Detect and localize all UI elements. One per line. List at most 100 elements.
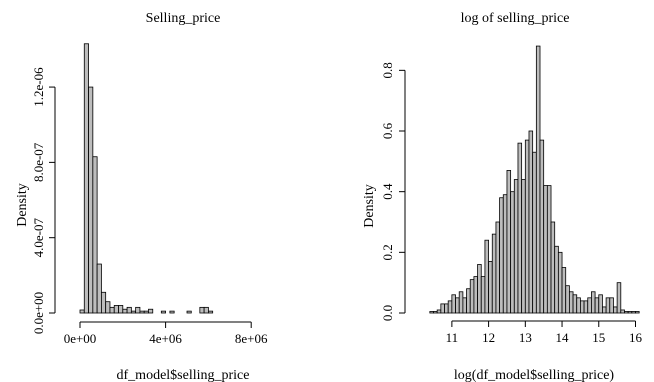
left-histogram-bar <box>113 305 119 314</box>
right-histogram-bar <box>576 297 581 314</box>
right-histogram-bar <box>602 306 607 314</box>
left-histogram-bar <box>135 306 141 314</box>
right-histogram-bar <box>616 282 622 314</box>
right-histogram-bar <box>572 294 578 314</box>
right-histogram-bar <box>510 191 515 314</box>
left-histogram-bar <box>101 291 107 314</box>
right-histogram-bar <box>458 291 464 314</box>
right-x-tick-label: 14 <box>556 330 570 345</box>
right-histogram-bar <box>635 311 640 314</box>
right-histogram-bar <box>462 297 467 314</box>
right-histogram-bar <box>565 285 570 314</box>
left-histogram-bar <box>148 308 154 314</box>
right-histogram-bar <box>613 306 618 314</box>
right-x-tick-label: 11 <box>446 330 459 345</box>
right-histogram-bar <box>480 276 486 314</box>
right-axes: 11 12 13 14 15 16 0.0 0.2 0.4 0.6 0.8 <box>380 62 642 345</box>
right-histogram-bar <box>495 221 501 314</box>
left-x-tick-label: 8e+06 <box>235 331 268 346</box>
right-histogram-bar <box>521 179 526 314</box>
left-x-tick-label: 0e+00 <box>64 331 97 346</box>
right-histogram-bar <box>429 311 434 314</box>
right-histogram-bar <box>624 311 629 314</box>
right-y-axis-label: Density <box>362 184 377 228</box>
left-histogram-bar <box>203 306 209 314</box>
left-histogram-bar <box>83 43 89 314</box>
left-histogram-bar <box>130 310 137 314</box>
left-histogram-bar <box>139 310 145 314</box>
right-histogram-bar <box>631 311 636 314</box>
right-x-tick-label: 15 <box>592 330 605 345</box>
left-y-tick-label: 8.0e-07 <box>31 142 46 182</box>
right-histogram-bar <box>609 297 614 314</box>
right-panel: log of selling_price log(df_model$sellin… <box>362 11 642 382</box>
right-histogram-bar <box>488 261 493 314</box>
right-histogram-bar <box>605 297 611 314</box>
left-histogram-bar <box>160 310 167 314</box>
left-y-tick-label: 0.0e+00 <box>31 292 46 334</box>
left-histogram-bar <box>169 310 175 314</box>
right-histogram-bar <box>484 239 489 314</box>
right-bars <box>429 45 640 314</box>
right-x-tick-label: 13 <box>519 330 532 345</box>
right-y-tick-label: 0.6 <box>380 122 395 139</box>
right-histogram-bar <box>587 297 592 314</box>
right-histogram-bar <box>502 194 508 314</box>
left-histogram-bar <box>79 309 85 314</box>
right-histogram-bar <box>528 130 534 314</box>
left-x-tick-label: 4e+06 <box>149 331 182 346</box>
right-histogram-bar <box>535 45 541 314</box>
left-x-axis-label: df_model$selling_price <box>117 368 250 382</box>
right-histogram-bar <box>550 221 556 314</box>
right-histogram-bar <box>554 245 559 314</box>
left-y-axis-label: Density <box>15 183 30 227</box>
right-histogram-bar <box>568 291 574 314</box>
left-histogram-bar <box>96 263 102 314</box>
right-y-tick-label: 0.2 <box>380 244 395 260</box>
right-y-tick-label: 0.8 <box>380 62 395 78</box>
left-y-tick-label: 1.2e-06 <box>31 67 46 107</box>
right-histogram-bar <box>557 251 563 314</box>
right-y-tick-label: 0.0 <box>380 305 395 321</box>
left-histogram-bar <box>186 310 192 314</box>
left-histogram-bar <box>109 306 115 314</box>
left-histogram-bar <box>207 310 214 314</box>
right-histogram-bar <box>561 267 567 314</box>
right-histogram-bar <box>543 185 548 314</box>
right-histogram-bar <box>444 303 449 314</box>
right-histogram-bar <box>469 279 475 314</box>
right-x-tick-label: 12 <box>482 330 495 345</box>
left-y-tick-label: 4.0e-07 <box>31 218 46 258</box>
right-histogram-bar <box>580 300 585 314</box>
left-histogram-bar <box>118 305 124 314</box>
right-histogram-bar <box>436 309 442 314</box>
right-histogram-bar <box>591 291 596 314</box>
right-x-tick-label: 16 <box>629 330 643 345</box>
right-histogram-bar <box>491 233 497 314</box>
right-histogram-bar <box>447 300 453 314</box>
right-histogram-bar <box>499 197 504 314</box>
right-histogram-bar <box>440 303 445 314</box>
right-histogram-bar <box>513 179 519 314</box>
right-histogram-bar <box>433 311 438 314</box>
left-chart-title: Selling_price <box>146 11 221 26</box>
right-histogram-bar <box>620 309 625 314</box>
right-histogram-bar <box>546 185 552 314</box>
right-histogram-bar <box>506 170 512 314</box>
left-histogram-bar <box>199 306 205 314</box>
right-histogram-bar <box>532 151 537 314</box>
right-histogram-bar <box>594 297 600 314</box>
left-histogram-bar <box>126 306 132 314</box>
left-histogram-bar <box>88 86 94 314</box>
left-histogram-bar <box>105 301 111 314</box>
right-histogram-bar <box>477 264 482 314</box>
left-histogram-bar <box>143 310 149 314</box>
right-histogram-bar <box>627 311 633 314</box>
left-bars <box>79 43 214 314</box>
right-y-tick-label: 0.4 <box>380 183 395 200</box>
right-x-axis-label: log(df_model$selling_price) <box>454 368 615 382</box>
left-panel: Selling_price df_model$selling_price Den… <box>15 11 268 382</box>
right-histogram-bar <box>466 288 471 314</box>
right-histogram-bar <box>517 142 523 314</box>
right-histogram-bar <box>473 276 478 314</box>
